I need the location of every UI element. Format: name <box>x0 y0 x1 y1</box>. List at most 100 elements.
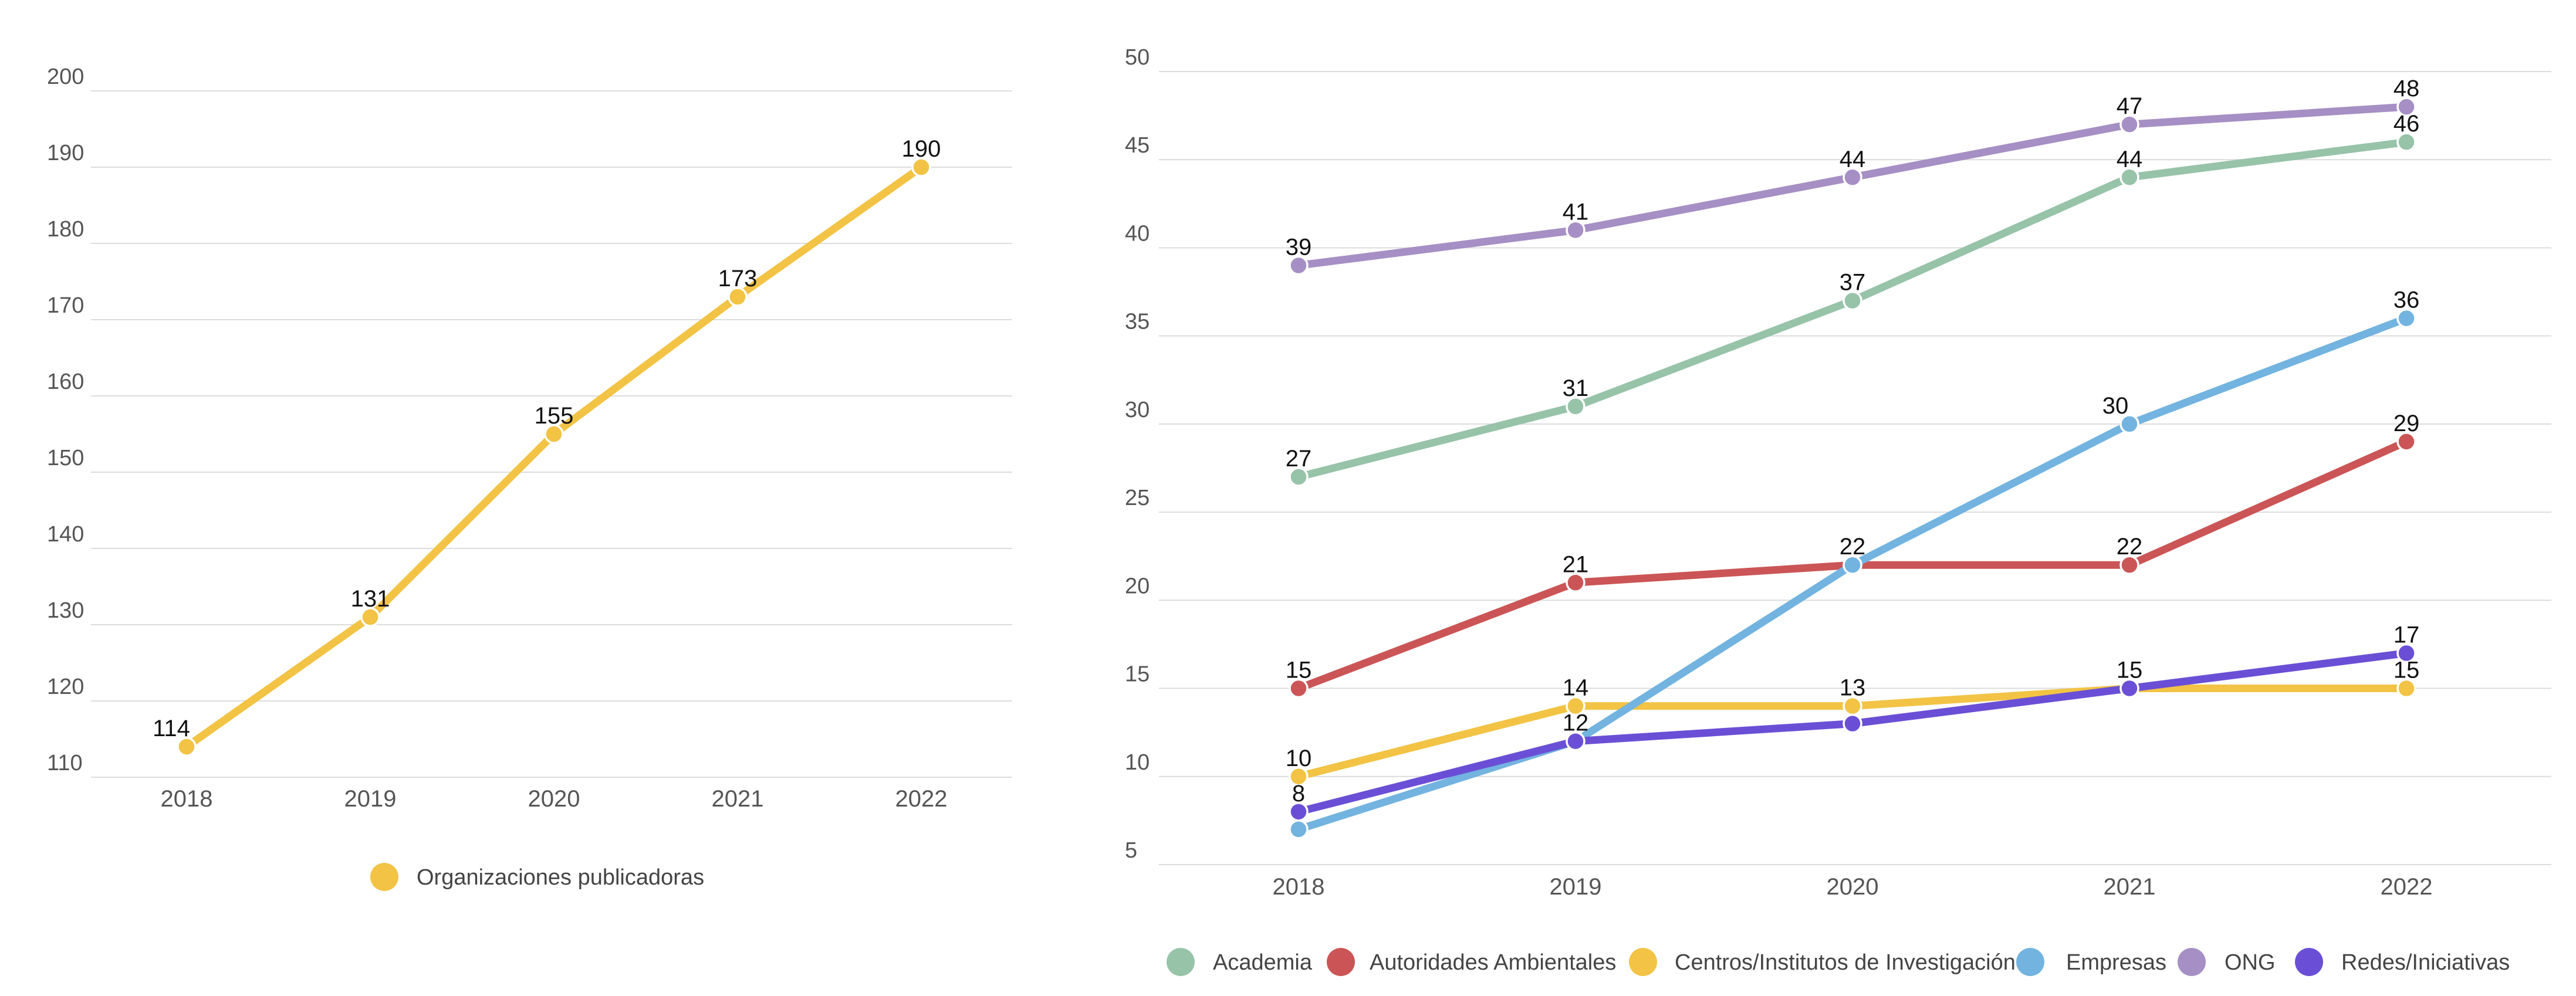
data-point <box>2119 555 2139 575</box>
data-label: 27 <box>1286 446 1312 472</box>
legend-swatch <box>2178 948 2206 976</box>
series-redes-iniciativas <box>1289 643 2416 822</box>
y-axis: 110 120 130 140 150 160 170 180 190 200 <box>47 65 84 775</box>
data-label: 39 <box>1286 234 1312 260</box>
data-point <box>728 287 748 307</box>
gridlines <box>91 90 1012 778</box>
x-tick-label: 2022 <box>2381 874 2433 900</box>
y-tick-label: 15 <box>1125 662 1150 687</box>
data-point <box>2396 678 2416 699</box>
data-point <box>1289 819 1309 839</box>
x-tick-label: 2022 <box>895 786 948 812</box>
data-point <box>2396 308 2416 328</box>
y-tick-label: 190 <box>47 141 84 165</box>
legend-label: Organizaciones publicadoras <box>417 865 704 890</box>
legend-label: Centros/Institutos de Investigación <box>1675 950 2016 975</box>
data-label: 41 <box>1563 199 1589 225</box>
data-point <box>1566 397 1586 416</box>
data-label: 21 <box>1563 551 1589 577</box>
x-tick-label: 2020 <box>1827 874 1879 900</box>
data-label: 37 <box>1840 270 1866 296</box>
legend-swatch <box>2295 948 2323 976</box>
legend-swatch <box>1629 948 1657 976</box>
legend-item-redes-iniciativas[interactable]: Redes/Iniciativas <box>2295 948 2510 976</box>
data-point <box>1566 731 1586 751</box>
data-label: 17 <box>2394 622 2420 648</box>
data-labels: 27 31 37 44 46 15 21 22 22 29 10 14 13 15 15 30 36 39 41 44… <box>1286 76 2420 807</box>
legend-item-autoridades-ambientales[interactable]: Autoridades Ambientales <box>1327 948 1616 976</box>
legend-item-centros-institutos-de-investigacion[interactable]: Centros/Institutos de Investigación <box>1629 948 2016 976</box>
data-labels: 114 131 155 173 190 <box>153 136 941 741</box>
data-point <box>2119 678 2139 699</box>
series-organizaciones-publicadoras <box>177 157 931 757</box>
x-tick-label: 2021 <box>2104 874 2156 900</box>
data-label: 14 <box>1563 675 1589 701</box>
y-tick-label: 30 <box>1125 398 1150 422</box>
data-point <box>911 157 931 177</box>
data-point <box>2119 114 2139 134</box>
legend-item-academia[interactable]: Academia <box>1167 948 1313 976</box>
legend: Academia Autoridades Ambientales Centros/I… <box>1167 948 2510 976</box>
legend-label: Empresas <box>2066 950 2166 975</box>
legend-item-ong[interactable]: ONG <box>2178 948 2276 976</box>
data-point <box>1843 713 1862 734</box>
y-axis: 5 10 15 20 25 30 35 40 45 50 <box>1125 45 1150 863</box>
y-tick-label: 150 <box>47 446 84 470</box>
data-point <box>1289 255 1309 276</box>
data-label: 15 <box>1286 658 1312 683</box>
x-tick-label: 2018 <box>161 786 213 812</box>
y-tick-label: 45 <box>1125 133 1150 158</box>
x-tick-label: 2019 <box>344 786 397 812</box>
data-point <box>2396 432 2416 452</box>
data-label: 36 <box>2394 287 2420 313</box>
data-label: 12 <box>1563 710 1589 736</box>
data-point <box>1843 167 1862 188</box>
x-tick-label: 2018 <box>1273 874 1325 900</box>
legend-label: Redes/Iniciativas <box>2341 950 2510 975</box>
legend-swatch <box>1327 948 1355 976</box>
y-tick-label: 110 <box>47 751 83 775</box>
data-point <box>2119 167 2139 188</box>
data-label: 44 <box>2117 146 2143 172</box>
legend-label: ONG <box>2225 950 2276 975</box>
data-point <box>1843 555 1862 575</box>
data-point <box>1566 220 1586 240</box>
y-tick-label: 10 <box>1125 750 1150 775</box>
y-tick-label: 180 <box>47 217 84 242</box>
y-tick-label: 20 <box>1125 574 1150 598</box>
data-label: 8 <box>1292 781 1305 807</box>
data-point <box>1289 802 1309 822</box>
data-label: 22 <box>2117 534 2143 560</box>
series-empresas <box>1289 308 2416 839</box>
data-label: 155 <box>535 403 574 429</box>
data-label: 30 <box>2102 393 2129 419</box>
y-tick-label: 25 <box>1125 486 1150 510</box>
data-label: 31 <box>1563 375 1589 401</box>
series-academia <box>1289 132 2416 487</box>
data-label: 13 <box>1840 675 1866 701</box>
data-point <box>2396 97 2416 117</box>
y-tick-label: 5 <box>1125 838 1137 863</box>
series-ong <box>1289 97 2416 276</box>
legend-swatch <box>1167 948 1195 976</box>
legend-swatch <box>370 863 398 891</box>
legend-item-empresas[interactable]: Empresas <box>2016 948 2166 976</box>
data-point <box>1289 767 1309 787</box>
y-tick-label: 200 <box>47 65 84 89</box>
y-tick-label: 50 <box>1125 45 1150 70</box>
y-tick-label: 40 <box>1125 221 1150 246</box>
data-point <box>2119 414 2139 434</box>
y-tick-label: 160 <box>47 370 84 394</box>
data-point <box>1566 572 1586 593</box>
series-line <box>182 163 925 751</box>
x-axis: 2018 2019 2020 2021 2022 <box>1273 874 2433 900</box>
x-tick-label: 2021 <box>712 786 764 812</box>
legend-item-organizaciones-publicadoras[interactable]: Organizaciones publicadoras <box>370 863 704 891</box>
y-tick-label: 120 <box>47 675 84 699</box>
legend-swatch <box>2016 948 2044 976</box>
data-point <box>360 607 380 627</box>
data-label: 131 <box>351 586 390 612</box>
data-point <box>1843 290 1862 311</box>
